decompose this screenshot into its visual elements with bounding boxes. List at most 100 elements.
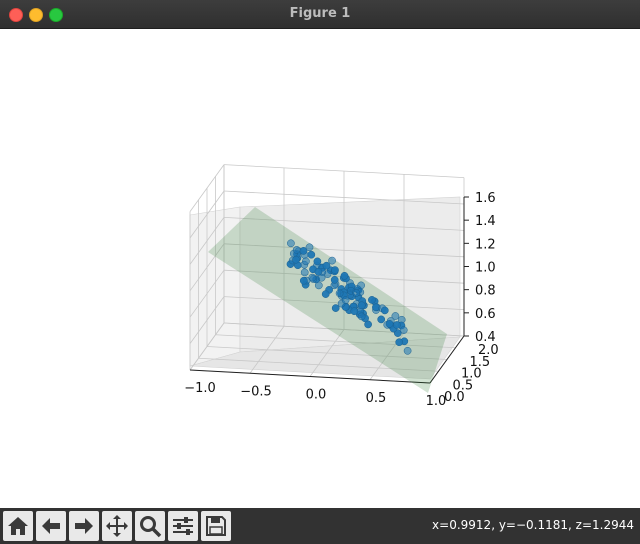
- grid-line: [189, 322, 225, 371]
- scatter-point: [313, 257, 322, 266]
- y-tick-label: 0.5: [453, 378, 474, 393]
- scatter-point: [307, 250, 316, 259]
- z-tick-label: 1.4: [475, 214, 496, 229]
- scatter-point: [335, 289, 344, 298]
- scatter-point: [322, 261, 331, 270]
- sliders-icon: [173, 517, 193, 535]
- scatter-point: [368, 296, 376, 304]
- window-titlebar: Figure 1: [0, 0, 640, 29]
- scatter-point: [328, 256, 336, 265]
- scatter-point: [300, 268, 309, 277]
- scatter-points: [286, 239, 412, 355]
- close-window-button[interactable]: [9, 8, 23, 22]
- scatter-point: [308, 273, 317, 282]
- scatter-point: [292, 255, 300, 264]
- scatter-point: [317, 273, 326, 282]
- x-tick-label: −1.0: [184, 381, 216, 396]
- scatter-point: [372, 303, 380, 312]
- y-tick-label: 0.0: [444, 390, 465, 405]
- grid-line: [189, 190, 225, 239]
- scatter-point: [364, 320, 372, 329]
- scatter-point: [393, 321, 401, 329]
- z-tick-label: 1.6: [475, 191, 496, 206]
- x-tick-label: −0.5: [240, 384, 272, 399]
- figure-canvas[interactable]: −1.0 −0.5 0.0 0.5 1.0 0.0 0.5 1.0 1.5 2.0 0.4 0.6…: [0, 29, 640, 508]
- left-arrow-icon: [42, 518, 60, 534]
- move-icon: [106, 515, 128, 537]
- scatter-point: [302, 257, 310, 266]
- y-tick-label: 1.0: [461, 367, 482, 382]
- grid-line: [189, 269, 225, 318]
- grid-line: [223, 243, 465, 258]
- scatter-point: [352, 289, 361, 297]
- z-tick-label: 0.6: [475, 307, 496, 322]
- scatter-point: [377, 315, 386, 324]
- save-button[interactable]: [201, 511, 231, 541]
- x-axis-line: [189, 369, 431, 384]
- x-tick-label: 0.5: [366, 391, 387, 406]
- home-button[interactable]: [3, 511, 33, 541]
- home-icon: [8, 517, 28, 535]
- scatter-point: [385, 320, 394, 328]
- scatter-point: [357, 301, 366, 310]
- scatter-point: [391, 312, 400, 320]
- back-button[interactable]: [36, 511, 66, 541]
- zoom-button[interactable]: [135, 511, 165, 541]
- scatter-point: [321, 290, 330, 298]
- cursor-coordinates: x=0.9912, y=−0.1181, z=1.2944: [432, 518, 634, 532]
- y-axis-line: [429, 335, 465, 384]
- grid-line: [189, 243, 225, 292]
- x-tick-labels: −1.0 −0.5 0.0 0.5 1.0: [184, 381, 446, 409]
- grid-line: [223, 190, 465, 205]
- x-tick-label: 1.0: [426, 394, 447, 409]
- grid-line: [223, 322, 465, 337]
- scatter-point: [330, 276, 339, 284]
- magnifier-icon: [140, 516, 162, 538]
- pan-button[interactable]: [102, 511, 132, 541]
- grid-line: [223, 217, 465, 231]
- forward-button[interactable]: [69, 511, 99, 541]
- scatter-point: [357, 312, 366, 321]
- regression-plane: [208, 207, 447, 393]
- grid-line: [189, 217, 225, 265]
- configure-subplots-button[interactable]: [168, 511, 198, 541]
- scatter-point: [341, 296, 350, 304]
- window-title: Figure 1: [289, 6, 351, 21]
- scatter-point: [395, 338, 404, 347]
- scatter-point: [350, 307, 359, 316]
- z-tick-label: 0.4: [475, 330, 496, 345]
- grid-line: [189, 164, 225, 212]
- grid-line: [198, 357, 439, 372]
- z-tick-label: 1.0: [475, 261, 496, 276]
- scatter-point: [357, 281, 365, 290]
- zoom-window-button[interactable]: [49, 8, 63, 22]
- z-tick-label: 1.2: [475, 237, 496, 252]
- scatter-point: [299, 276, 308, 285]
- scatter-point: [380, 306, 389, 315]
- scatter-point: [399, 326, 408, 334]
- y-tick-labels: 0.00.51.01.52.0: [444, 343, 499, 405]
- scatter-point: [340, 271, 349, 280]
- z-tick-label: 0.8: [475, 284, 496, 299]
- scatter-point: [314, 267, 323, 276]
- z-tick-labels: 0.4 0.6 0.8 1.0 1.2 1.4 1.6: [464, 191, 496, 345]
- floppy-icon: [206, 516, 226, 536]
- grid-line: [215, 334, 456, 349]
- scatter-point: [331, 266, 339, 274]
- grid-line: [206, 346, 448, 360]
- scatter-point: [305, 243, 314, 252]
- scatter-point: [299, 247, 308, 255]
- navigation-toolbar: x=0.9912, y=−0.1181, z=1.2944: [0, 508, 640, 544]
- minimize-window-button[interactable]: [29, 8, 43, 22]
- 3d-scatter-plot[interactable]: −1.0 −0.5 0.0 0.5 1.0 0.00.51.01.52.0 0.40.6…: [0, 29, 640, 508]
- scatter-point: [331, 304, 340, 312]
- y-tick-label: 1.5: [470, 355, 491, 370]
- scatter-point: [403, 346, 412, 355]
- scatter-point: [287, 239, 295, 248]
- y-tick-label: 2.0: [478, 343, 499, 358]
- grid-line: [189, 296, 225, 344]
- grid-line: [223, 164, 465, 178]
- right-arrow-icon: [75, 518, 93, 534]
- x-tick-label: 0.0: [306, 388, 327, 403]
- scatter-point: [292, 246, 301, 254]
